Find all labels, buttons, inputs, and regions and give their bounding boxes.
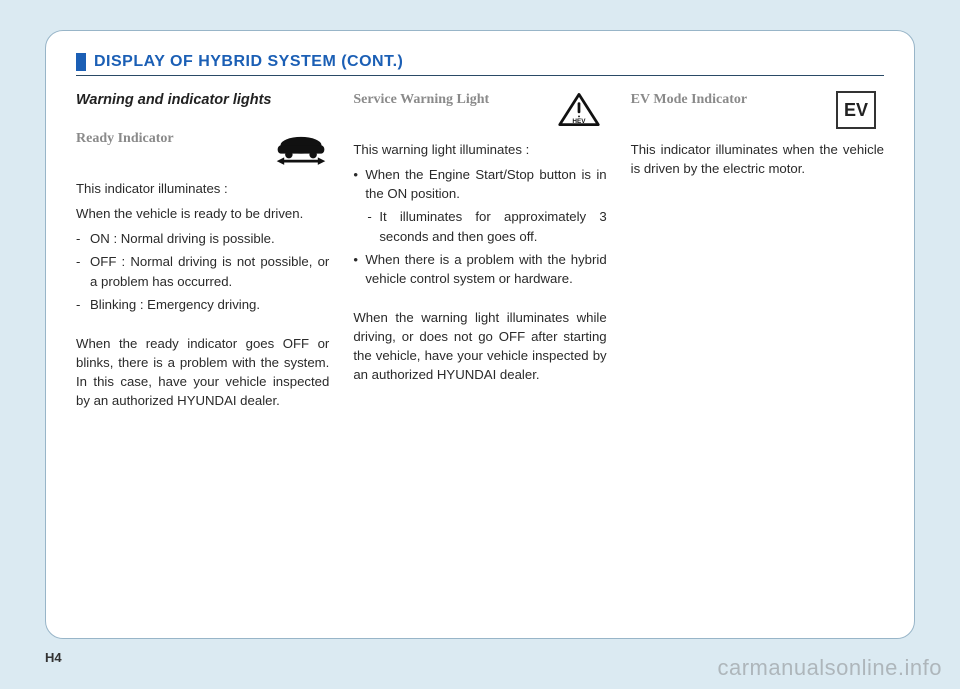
watermark-text: carmanualsonline.info — [717, 655, 942, 681]
section-heading-row: DISPLAY OF HYBRID SYSTEM (CONT.) — [76, 53, 884, 71]
section-heading: DISPLAY OF HYBRID SYSTEM (CONT.) — [94, 53, 403, 71]
col1-p1b: When the vehicle is ready to be driven. — [76, 204, 329, 223]
list-item: - Blinking : Emergency driving. — [76, 295, 329, 314]
col1-list: - ON : Normal driving is possible. - OFF… — [76, 229, 329, 314]
list-item: - OFF : Normal driving is not possible, … — [76, 252, 329, 290]
content-columns: Warning and indicator lights Ready Indic… — [76, 90, 884, 416]
column-3: EV EV Mode Indicator This indicator illu… — [631, 90, 884, 416]
column-1: Warning and indicator lights Ready Indic… — [76, 90, 329, 416]
ev-icon-wrap: EV — [828, 90, 884, 130]
col2-p2: When the warning light illuminates while… — [353, 308, 606, 385]
ev-mode-block: EV EV Mode Indicator — [631, 90, 884, 130]
col1-p2: When the ready indicator goes OFF or bli… — [76, 334, 329, 411]
list-item: - ON : Normal driving is possible. — [76, 229, 329, 248]
col3-p1: This indicator illuminates when the vehi… — [631, 140, 884, 178]
heading-divider — [76, 75, 884, 76]
col1-p1a: This indicator illuminates : — [76, 179, 329, 198]
ev-mode-indicator-icon: EV — [836, 91, 876, 129]
column-2: HEV Service Warning Light This warning l… — [353, 90, 606, 416]
svg-text:HEV: HEV — [572, 118, 586, 125]
list-item: • When there is a problem with the hybri… — [353, 250, 606, 288]
ready-indicator-icon-wrap — [273, 129, 329, 169]
col1-title: Warning and indicator lights — [76, 90, 329, 111]
page-number: H4 — [45, 650, 62, 665]
service-warning-icon-wrap: HEV — [551, 90, 607, 130]
list-item-sub: - It illuminates for approximately 3 sec… — [353, 207, 606, 245]
ready-indicator-car-icon — [273, 132, 329, 166]
heading-accent-bar — [76, 53, 86, 71]
manual-page-card: DISPLAY OF HYBRID SYSTEM (CONT.) Warning… — [45, 30, 915, 639]
col2-bullets: • When the Engine Start/Stop button is i… — [353, 165, 606, 288]
col2-p1: This warning light illuminates : — [353, 140, 606, 159]
list-item: • When the Engine Start/Stop button is i… — [353, 165, 606, 203]
ready-indicator-block: Ready Indicator — [76, 129, 329, 169]
service-warning-block: HEV Service Warning Light — [353, 90, 606, 130]
hev-warning-triangle-icon: HEV — [557, 91, 601, 129]
